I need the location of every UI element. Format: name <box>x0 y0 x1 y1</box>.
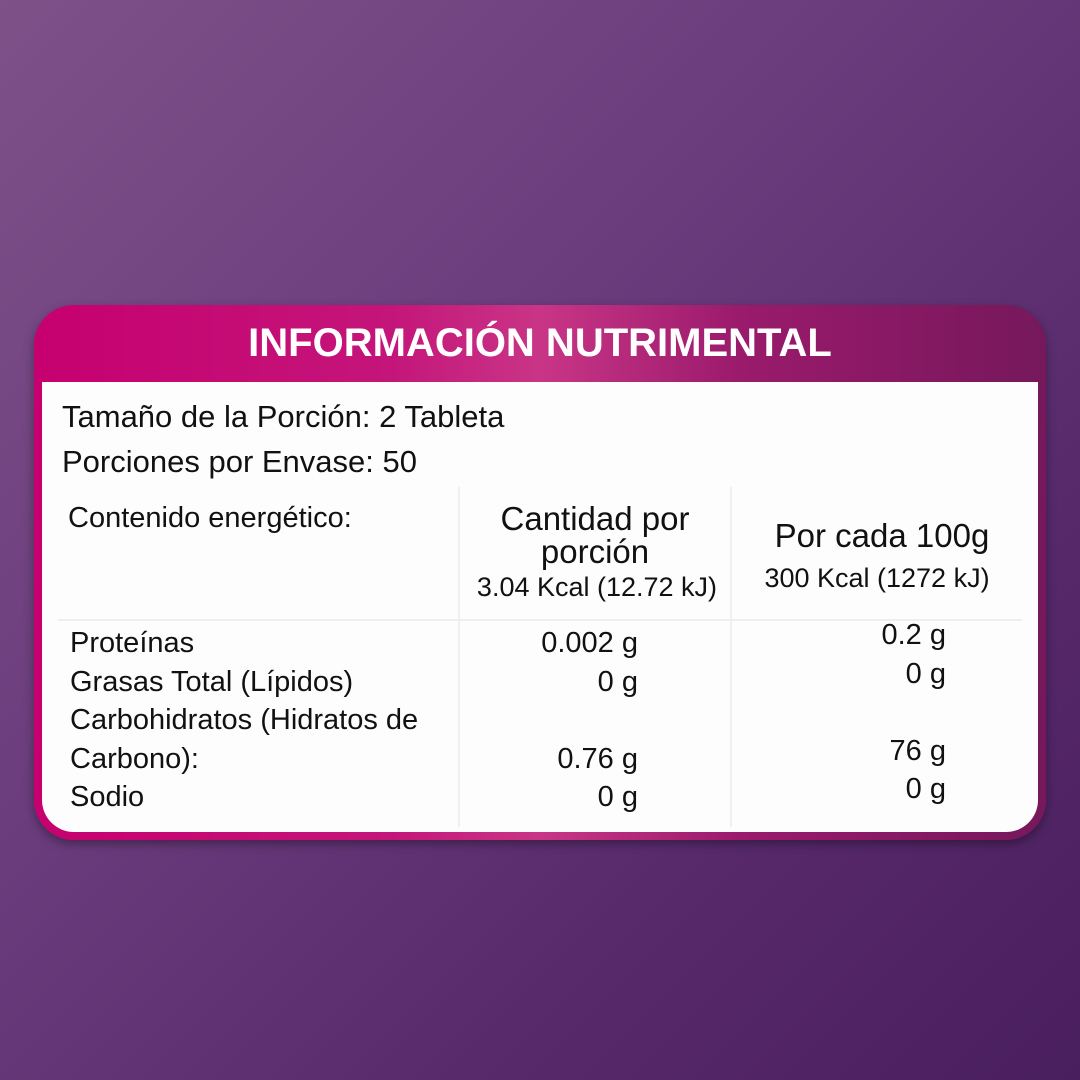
label-title: INFORMACIÓN NUTRIMENTAL <box>248 321 832 365</box>
row-value-sodium-100g: 0 g <box>905 773 946 805</box>
row-label-carbs: Carbohidratos (Hidratos de <box>70 704 419 736</box>
row-value-carbs-100g: 76 g <box>889 735 946 767</box>
column-divider <box>730 487 732 827</box>
row-divider <box>58 619 1022 621</box>
column-divider <box>458 487 460 827</box>
servings-per-container: Porciones por Envase: 50 <box>62 444 417 479</box>
per-100g-header: Por cada 100g <box>774 517 990 554</box>
energy-label: Contenido energético: <box>68 502 352 534</box>
row-value-fats-serving: 0 g <box>597 666 638 698</box>
row-label-sodium: Sodio <box>70 781 145 813</box>
nutrition-label-card: INFORMACIÓN NUTRIMENTAL Tamaño de la Por… <box>34 305 1046 840</box>
per-100g-energy: 300 Kcal (1272 kJ) <box>764 563 990 593</box>
row-label-proteins: Proteínas <box>70 627 195 659</box>
row-label-carbs-2: Carbono): <box>70 743 199 775</box>
nutrition-panel: Tamaño de la Porción: 2 Tableta Porcione… <box>42 382 1038 832</box>
per-serving-energy: 3.04 Kcal (12.72 kJ) <box>476 572 718 602</box>
row-value-carbs-serving: 0.76 g <box>557 743 638 775</box>
row-value-proteins-100g: 0.2 g <box>881 619 947 651</box>
row-value-proteins-serving: 0.002 g <box>541 627 638 659</box>
row-value-sodium-serving: 0 g <box>597 781 638 813</box>
serving-size: Tamaño de la Porción: 2 Tableta <box>62 399 505 434</box>
per-serving-header-2: porción <box>540 533 650 570</box>
per-serving-header-1: Cantidad por <box>500 500 690 537</box>
row-label-fats: Grasas Total (Lípidos) <box>70 666 354 698</box>
row-value-fats-100g: 0 g <box>905 658 946 690</box>
